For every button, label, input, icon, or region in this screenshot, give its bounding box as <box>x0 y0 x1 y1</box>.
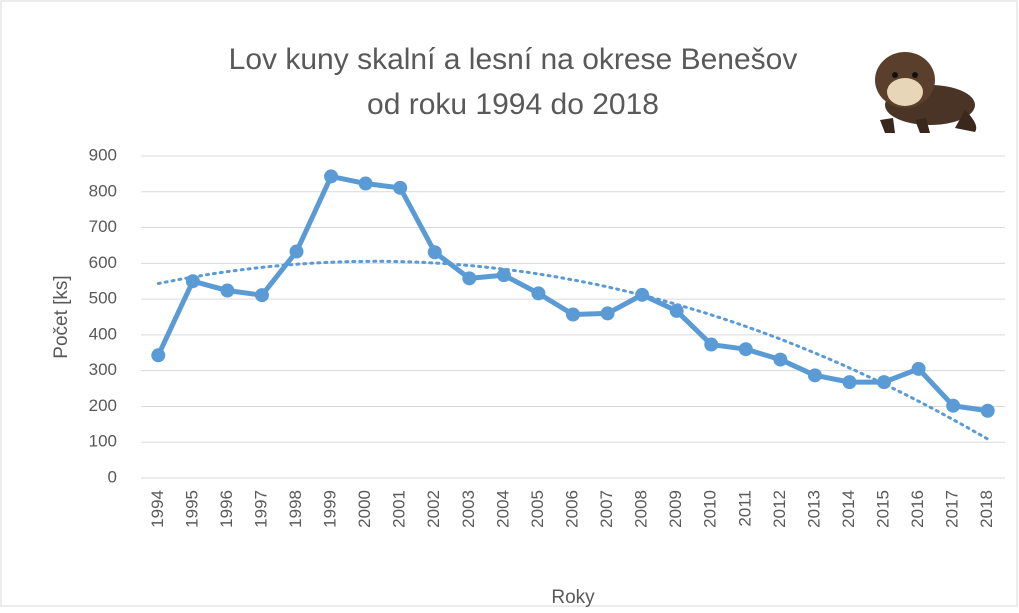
marker <box>393 181 407 195</box>
marker <box>601 306 615 320</box>
x-tick-label: 2009 <box>666 490 685 528</box>
y-tick-label: 100 <box>89 432 117 451</box>
x-tick-label: 1999 <box>321 490 340 528</box>
y-axis-label: Počet [ks] <box>51 275 72 358</box>
marker <box>808 368 822 382</box>
marker <box>290 245 304 259</box>
x-tick-label: 1998 <box>286 490 305 528</box>
x-tick-label: 2017 <box>943 490 962 528</box>
marker <box>912 362 926 376</box>
y-tick-label: 800 <box>89 181 117 200</box>
y-tick-label: 600 <box>89 253 117 272</box>
x-tick-label: 2004 <box>493 490 512 528</box>
marker <box>220 284 234 298</box>
x-tick-label: 2006 <box>562 490 581 528</box>
marker <box>359 177 373 191</box>
y-tick-label: 0 <box>108 467 117 486</box>
x-tick-label: 1996 <box>217 490 236 528</box>
x-tick-label: 2013 <box>804 490 823 528</box>
x-tick-label: 2010 <box>701 490 720 528</box>
x-tick-label: 2008 <box>632 490 651 528</box>
marker <box>324 169 338 183</box>
marker <box>428 245 442 259</box>
marker <box>462 271 476 285</box>
x-tick-label: 2001 <box>390 490 409 528</box>
x-tick-label: 2016 <box>908 490 927 528</box>
chart-title: od roku 1994 do 2018 <box>367 88 659 121</box>
x-tick-label: 2005 <box>528 490 547 528</box>
marker <box>877 375 891 389</box>
y-tick-label: 400 <box>89 324 117 343</box>
x-tick-label: 2000 <box>355 490 374 528</box>
x-tick-label: 1995 <box>182 490 201 528</box>
marker <box>946 399 960 413</box>
y-tick-label: 900 <box>89 145 117 164</box>
y-tick-label: 200 <box>89 396 117 415</box>
x-tick-label: 2003 <box>459 490 478 528</box>
marker <box>151 348 165 362</box>
y-tick-label: 300 <box>89 360 117 379</box>
marker <box>842 375 856 389</box>
marker <box>670 304 684 318</box>
x-tick-label: 2015 <box>874 490 893 528</box>
marker <box>635 288 649 302</box>
x-tick-label: 2012 <box>770 490 789 528</box>
marker <box>566 307 580 321</box>
x-tick-label: 2018 <box>977 490 996 528</box>
x-axis-label: Roky <box>551 587 595 608</box>
marker <box>186 274 200 288</box>
marker <box>773 353 787 367</box>
marker <box>739 342 753 356</box>
x-tick-label: 1997 <box>251 490 270 528</box>
chart: Lov kuny skalní a lesní na okrese Benešo… <box>0 0 1019 608</box>
chart-title: Lov kuny skalní a lesní na okrese Benešo… <box>229 43 798 76</box>
marker <box>497 268 511 282</box>
y-tick-label: 500 <box>89 289 117 308</box>
x-tick-label: 2011 <box>735 490 754 527</box>
marker <box>531 286 545 300</box>
x-tick-label: 1994 <box>148 490 167 528</box>
marker <box>704 338 718 352</box>
marker <box>981 404 995 418</box>
marker <box>255 288 269 302</box>
x-tick-label: 2014 <box>839 490 858 528</box>
x-tick-label: 2002 <box>424 490 443 528</box>
x-tick-label: 2007 <box>597 490 616 528</box>
y-tick-label: 700 <box>89 217 117 236</box>
